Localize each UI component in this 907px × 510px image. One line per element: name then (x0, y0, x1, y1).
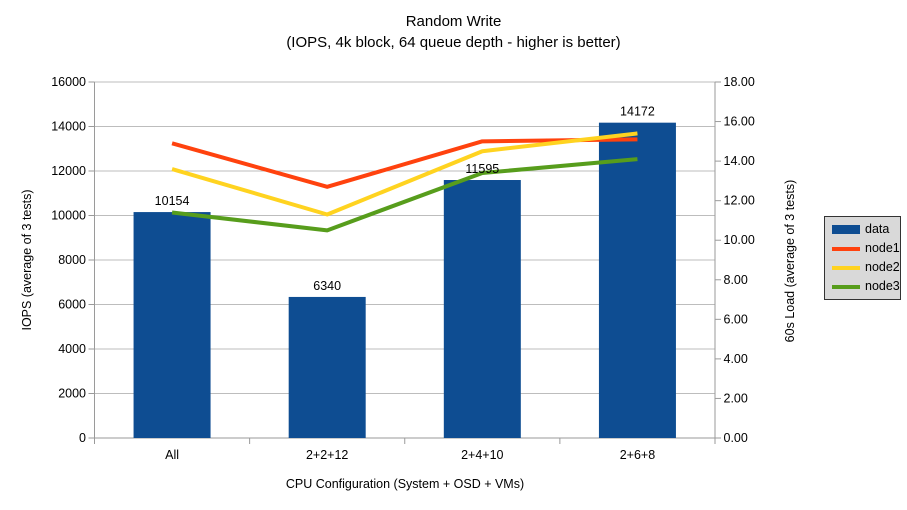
legend-line-swatch (832, 246, 860, 251)
right-axis-title: 60s Load (average of 3 tests) (783, 179, 797, 343)
legend-label: node3 (865, 279, 900, 293)
legend-bar-swatch (832, 225, 860, 234)
left-axis-tick-label: 10000 (51, 209, 86, 223)
right-axis-tick-label: 12.00 (724, 194, 755, 208)
line-node1[interactable] (171, 137, 638, 189)
line-node2[interactable] (171, 131, 638, 217)
bar-2+6+8[interactable] (598, 122, 676, 438)
x-axis-category-label: 2+4+10 (461, 448, 503, 462)
legend-item-node2[interactable]: node2 (832, 258, 900, 277)
legend-label: node2 (865, 260, 900, 274)
legend-line-swatch (832, 284, 860, 289)
left-axis-title: IOPS (average of 3 tests) (20, 189, 34, 331)
right-axis-tick-label: 0.00 (724, 431, 748, 445)
legend-line-swatch (832, 265, 860, 270)
legend-item-node1[interactable]: node1 (832, 239, 900, 258)
right-axis-tick-label: 16.00 (724, 115, 755, 129)
left-axis-tick-label: 0 (79, 431, 86, 445)
bar-data-label: 6340 (313, 279, 341, 293)
left-axis-tick-label: 4000 (58, 342, 86, 356)
right-axis-tick-label: 10.00 (724, 233, 755, 247)
legend-item-node3[interactable]: node3 (832, 277, 900, 296)
bar-data-label: 11595 (465, 162, 499, 176)
legend-swatch-color (832, 265, 860, 270)
legend-swatch-color (832, 284, 860, 289)
legend[interactable]: data node1 node2 node3 (824, 216, 901, 300)
right-axis-tick-label: 14.00 (724, 154, 755, 168)
line-node3[interactable] (171, 157, 638, 233)
legend-item-data[interactable]: data (832, 220, 900, 239)
x-axis-category-label: All (165, 448, 179, 462)
bar-2+4+10[interactable] (443, 180, 521, 439)
right-axis-tick-label: 8.00 (724, 273, 748, 287)
x-axis-title: CPU Configuration (System + OSD + VMs) (285, 477, 525, 491)
bar-data-label: 10154 (155, 194, 190, 208)
left-axis-tick-label: 16000 (51, 75, 86, 89)
left-axis-tick-label: 14000 (51, 120, 86, 134)
x-axis-category-label: 2+2+12 (306, 448, 348, 462)
right-axis-tick-label: 2.00 (724, 391, 748, 405)
chart-title: Random Write (405, 13, 502, 30)
bar-data-label: 14172 (620, 105, 655, 119)
chart-subtitle: (IOPS, 4k block, 64 queue depth - higher… (286, 34, 621, 51)
left-axis-tick-label: 12000 (51, 164, 86, 178)
legend-label: node1 (865, 241, 900, 255)
bar-2+2+12[interactable] (288, 296, 366, 438)
bar-All[interactable] (133, 212, 211, 438)
legend-swatch-color (832, 246, 860, 251)
x-axis-category-label: 2+6+8 (620, 448, 656, 462)
left-axis-tick-label: 8000 (58, 253, 86, 267)
left-axis-tick-label: 2000 (58, 387, 86, 401)
right-axis-tick-label: 18.00 (724, 75, 755, 89)
legend-swatch-color (832, 225, 860, 234)
right-axis-tick-label: 6.00 (724, 312, 748, 326)
right-axis-tick-label: 4.00 (724, 352, 748, 366)
legend-label: data (865, 222, 890, 236)
left-axis-tick-label: 6000 (58, 298, 86, 312)
